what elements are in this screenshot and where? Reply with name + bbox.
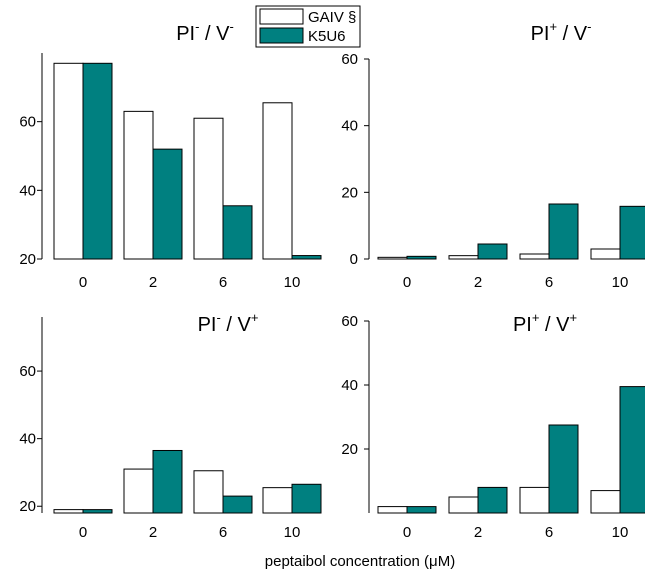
bar-gaiv xyxy=(590,248,621,260)
panel-top-right: 0 20 40 60 0 2 6 10 PI+ / V- xyxy=(341,19,645,291)
bar-k5u6 xyxy=(619,205,645,260)
bar-k5u6 xyxy=(152,148,183,260)
x-tick-label: 10 xyxy=(612,274,629,291)
title-sup-1: - xyxy=(195,19,199,34)
x-tick-label: 0 xyxy=(403,524,411,541)
x-tick-label: 2 xyxy=(474,274,482,291)
y-tick-label: 40 xyxy=(19,431,36,448)
bar-gaiv xyxy=(448,496,479,514)
legend: GAIV § K5U6 xyxy=(255,5,361,48)
y-tick-label: 60 xyxy=(341,313,358,330)
title-sup-2: - xyxy=(587,19,591,34)
bar-gaiv xyxy=(448,255,479,260)
title-mid: / V xyxy=(557,23,588,45)
title-sup-1: - xyxy=(216,310,220,325)
bar-gaiv xyxy=(53,509,84,514)
x-tick-label: 0 xyxy=(403,274,411,291)
bar-gaiv xyxy=(262,487,293,514)
bar-k5u6 xyxy=(82,509,113,514)
title-sup-1: + xyxy=(549,19,557,34)
y-tick-label: 40 xyxy=(341,377,358,394)
x-tick-label: 0 xyxy=(79,274,87,291)
legend-swatch-k5u6 xyxy=(259,27,304,44)
x-tick-label: 6 xyxy=(545,524,553,541)
title-base: PI xyxy=(531,23,550,45)
x-tick-label: 6 xyxy=(219,274,227,291)
x-tick-label: 6 xyxy=(219,524,227,541)
bar-gaiv xyxy=(519,253,550,260)
y-tick-label: 20 xyxy=(341,184,358,201)
panel-title: PI- / V+ xyxy=(198,310,259,336)
bar-k5u6 xyxy=(222,205,253,260)
bar-gaiv xyxy=(377,506,408,514)
panel-title: PI- / V- xyxy=(176,19,234,45)
bar-k5u6 xyxy=(619,386,645,514)
x-tick-label: 2 xyxy=(474,524,482,541)
x-tick-label: 10 xyxy=(284,274,301,291)
y-tick-label: 60 xyxy=(19,114,36,131)
bar-gaiv xyxy=(519,486,550,514)
title-mid: / V xyxy=(199,23,230,45)
x-tick-label: 2 xyxy=(149,524,157,541)
bar-gaiv xyxy=(123,468,154,514)
bar-k5u6 xyxy=(548,424,579,514)
bar-gaiv xyxy=(123,110,154,260)
x-tick-label: 6 xyxy=(545,274,553,291)
y-tick-label: 40 xyxy=(19,182,36,199)
bar-k5u6 xyxy=(222,495,253,514)
y-tick-label: 60 xyxy=(19,363,36,380)
x-axis-label: peptaibol concentration (μM) xyxy=(265,553,455,570)
title-base: PI xyxy=(198,314,217,336)
bar-k5u6 xyxy=(82,62,113,260)
bar-gaiv xyxy=(590,490,621,514)
bar-k5u6 xyxy=(548,203,579,260)
bar-k5u6 xyxy=(152,449,183,514)
title-base: PI xyxy=(176,23,195,45)
panel-title: PI+ / V- xyxy=(531,19,592,45)
bar-k5u6 xyxy=(406,255,437,260)
panel-title: PI+ / V+ xyxy=(513,310,577,336)
bar-k5u6 xyxy=(477,486,508,514)
bar-gaiv xyxy=(377,256,408,260)
x-tick-label: 2 xyxy=(149,274,157,291)
bar-k5u6 xyxy=(291,483,322,514)
bar-gaiv xyxy=(193,117,224,260)
x-tick-label: 10 xyxy=(284,524,301,541)
bar-gaiv xyxy=(53,62,84,260)
legend-swatch-gaiv xyxy=(259,8,304,25)
bar-gaiv xyxy=(262,102,293,260)
y-tick-label: 40 xyxy=(341,118,358,135)
x-tick-label: 10 xyxy=(612,524,629,541)
title-base: PI xyxy=(513,314,532,336)
y-tick-label: 0 xyxy=(350,251,358,268)
panel-bottom-left: 20 40 60 0 2 6 10 PI- / V+ xyxy=(19,310,322,541)
title-sup-1: + xyxy=(532,310,540,325)
x-tick-label: 0 xyxy=(79,524,87,541)
bar-k5u6 xyxy=(406,506,437,514)
bar-k5u6 xyxy=(291,255,322,260)
legend-label-gaiv: GAIV § xyxy=(308,9,356,26)
y-tick-label: 20 xyxy=(19,498,36,515)
y-tick-label: 20 xyxy=(341,441,358,458)
bar-gaiv xyxy=(193,470,224,514)
y-tick-label: 20 xyxy=(19,251,36,268)
title-sup-2: - xyxy=(229,19,233,34)
title-sup-2: + xyxy=(251,310,259,325)
bar-k5u6 xyxy=(477,243,508,260)
title-mid: / V xyxy=(539,314,570,336)
title-sup-2: + xyxy=(569,310,577,325)
y-tick-label: 60 xyxy=(341,51,358,68)
legend-label-k5u6: K5U6 xyxy=(308,28,346,45)
title-mid: / V xyxy=(221,314,252,336)
